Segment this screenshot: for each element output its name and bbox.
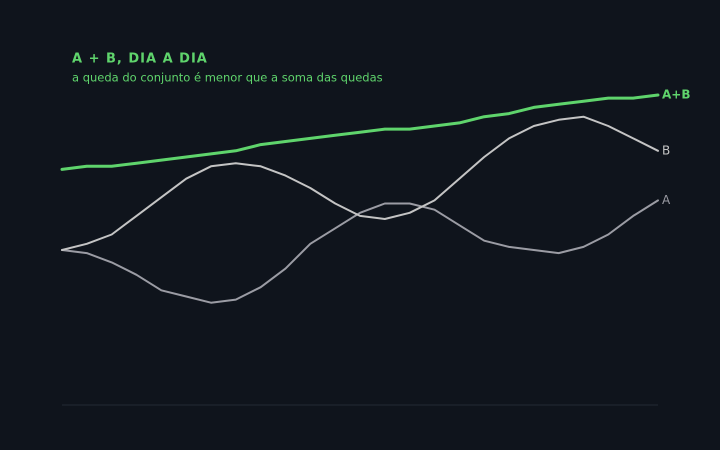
chart-subtitle: a queda do conjunto é menor que a soma d…	[72, 71, 383, 85]
chart-title: A + B, DIA A DIA	[72, 52, 208, 67]
series-label: B	[662, 143, 670, 157]
series-label: A	[662, 193, 671, 207]
series-label: A+B	[662, 88, 691, 102]
series-line	[60, 93, 660, 171]
series-line	[61, 199, 659, 304]
series-line	[61, 115, 659, 251]
